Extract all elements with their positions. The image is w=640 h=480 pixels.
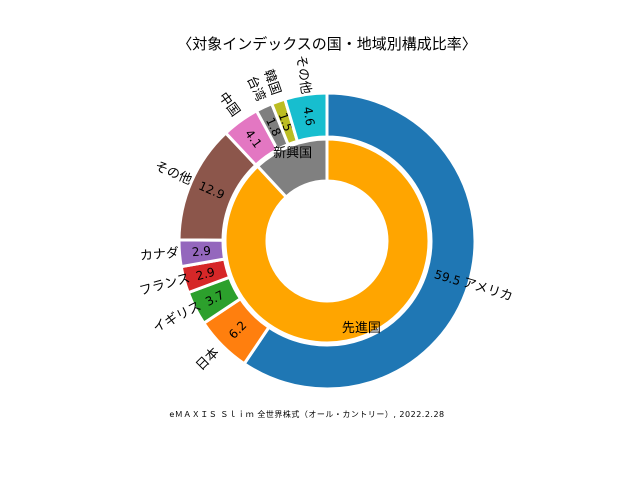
inner-slice [255, 137, 329, 200]
outer-slice [242, 91, 477, 391]
outer-category-label: カナダ [140, 246, 180, 264]
chart-caption: eＭＡＸＩＳ Ｓｌｉｍ 全世界株式（オール・カントリー）, 2022.2.28 [169, 409, 444, 419]
outer-ring: 59.56.23.72.92.912.94.11.81.5 4.6 [177, 91, 477, 391]
inner-category-label: 先進国 [342, 321, 381, 336]
outer-category-label: アメリカ [461, 275, 515, 304]
outer-category-label: その他 [152, 159, 194, 188]
outer-value-label: 4.6 [301, 106, 318, 127]
outer-category-label: フランス [138, 271, 192, 299]
outer-slice [282, 91, 329, 144]
chart-title: 〈対象インデックスの国・地域別構成比率〉 [177, 35, 477, 53]
outer-category-label: その他 [293, 54, 313, 95]
outer-category-label: イギリス [151, 299, 204, 336]
outer-category-label: 中国 [215, 90, 242, 120]
outer-value-label: 2.9 [191, 244, 211, 260]
inner-slice [223, 137, 431, 345]
outer-value-label: 2.9 [194, 265, 216, 284]
inner-category-label: 新興国 [273, 145, 312, 161]
inner-ring: 先進国 新興国 [223, 137, 431, 345]
outer-category-label: 日本 [193, 345, 222, 374]
